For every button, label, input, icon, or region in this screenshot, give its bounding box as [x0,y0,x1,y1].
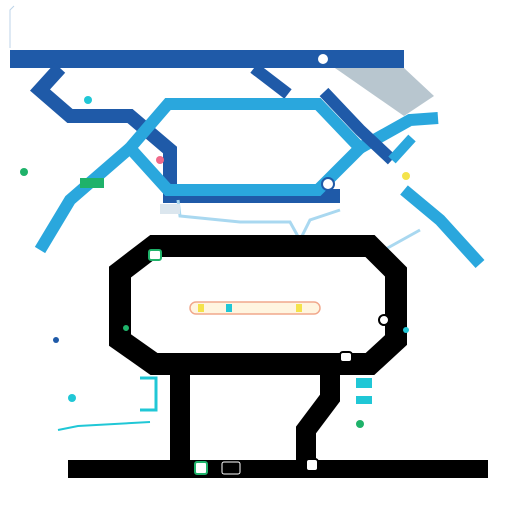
black-bottom-bar [68,460,488,478]
black-loop [109,235,407,375]
dark-blue-line [29,63,340,203]
route-badge-icon [356,378,372,388]
top-left-frame [9,5,15,48]
station-marker-center [321,177,335,191]
light-blue-connector [388,134,416,164]
thin-connector-line-east [383,228,421,252]
station-marker-black-nw [148,249,162,261]
dark-blue-top-bar [10,50,404,68]
grey-line-segment [335,68,422,112]
thin-connector-line [176,199,341,244]
route-badge-icon [80,178,104,188]
dark-blue-branch [250,63,292,99]
connector-dot-icon [356,420,364,428]
station-marker-bottom-right [305,458,319,472]
connector-dot-icon [53,337,59,343]
station-marker-black-se [339,351,353,363]
station-marker-bottom-left [194,461,208,475]
connector-dot-icon [84,96,92,104]
connector-dot-icon [20,168,28,176]
light-blue-southeast-line [400,185,485,269]
black-south-right-line [296,364,340,470]
platform-tile [296,304,302,312]
connector-dot-icon [68,394,76,402]
station-marker-top-right [316,52,330,66]
connector-dot-icon [403,327,409,333]
platform-tile [198,304,204,312]
station-marker-black-east [378,314,390,326]
dark-blue-east-diagonal [319,87,397,165]
connector-dot-icon [123,325,129,331]
platform-tile [226,304,232,312]
route-badge-icon [356,396,372,404]
connector-dot-icon [156,156,164,164]
light-blue-west-line [34,143,134,254]
thin-connector-line-sw [57,421,151,431]
connector-dot-icon [402,172,410,180]
label-box [160,204,180,214]
route-badge-icon [221,461,241,475]
label-bracket [140,376,158,412]
platform-pill [189,301,321,315]
